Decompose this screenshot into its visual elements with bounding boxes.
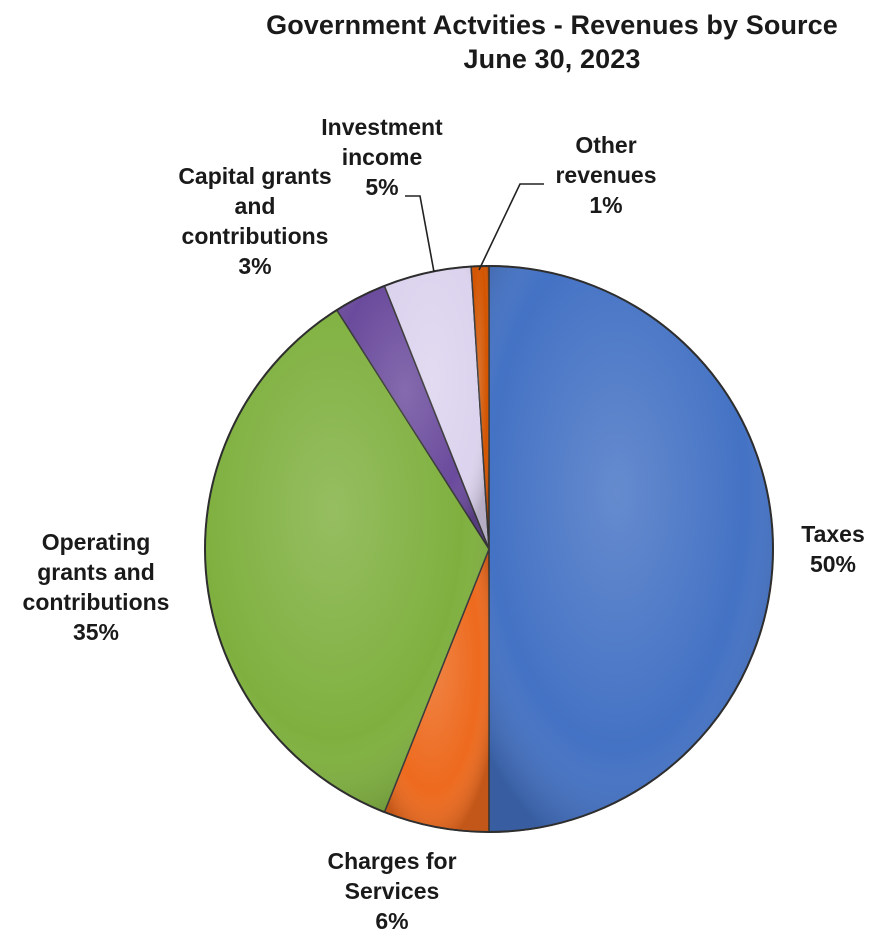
slice-label-line: income	[342, 144, 423, 170]
slice-label-line: grants and	[37, 559, 155, 585]
slice-label-line: 6%	[375, 908, 408, 934]
chart-title: Government Actvities - Revenues by Sourc…	[266, 10, 838, 40]
pie-slice-shading-charges-for-services	[384, 549, 489, 832]
pie-slices	[204, 265, 774, 833]
slice-labels: Taxes 50% Charges for Services 6% Operating gr…	[23, 114, 865, 934]
slice-label-taxes: Taxes 50%	[801, 521, 865, 577]
slice-label-line: 5%	[365, 174, 398, 200]
slice-label-line: contributions	[182, 223, 329, 249]
slice-label-line: 35%	[73, 619, 119, 645]
pie-outline	[204, 265, 774, 833]
slice-label-line: 50%	[810, 551, 856, 577]
slice-label-line: contributions	[23, 589, 170, 615]
slice-label-line: Operating	[42, 529, 151, 555]
pie-slice-shading-capital-grants	[336, 285, 489, 549]
slice-label-line: Capital grants	[178, 163, 331, 189]
leader-lines	[405, 183, 544, 273]
slice-label-line: Charges for	[327, 848, 456, 874]
slice-label-line: 1%	[589, 192, 622, 218]
leader-line-investment-income	[405, 195, 435, 273]
slice-label-line: Investment	[321, 114, 443, 140]
slice-label-charges-for-services: Charges for Services 6%	[327, 848, 456, 934]
slice-label-investment-income: Investment income 5%	[321, 114, 443, 200]
slice-label-operating-grants: Operating grants and contributions 35%	[23, 529, 170, 645]
pie-slice-shading-investment-income	[384, 266, 489, 549]
slice-label-line: Other	[575, 132, 636, 158]
chart-subtitle: June 30, 2023	[463, 44, 641, 74]
chart-title-block: Government Actvities - Revenues by Sourc…	[232, 8, 872, 76]
slice-label-other-revenues: Other revenues 1%	[555, 132, 656, 218]
leader-line-other-revenues	[478, 183, 544, 271]
pie-slice-shading-taxes	[489, 266, 773, 832]
slice-label-line: and	[235, 193, 276, 219]
slice-label-line: Services	[345, 878, 440, 904]
pie-slice-shading-operating-grants	[205, 310, 489, 813]
slice-label-line: revenues	[555, 162, 656, 188]
slice-label-line: Taxes	[801, 521, 865, 547]
pie-slice-shading-other-revenues	[471, 266, 489, 549]
slice-label-line: 3%	[238, 253, 271, 279]
slice-label-capital-grants: Capital grants and contributions 3%	[178, 163, 331, 279]
